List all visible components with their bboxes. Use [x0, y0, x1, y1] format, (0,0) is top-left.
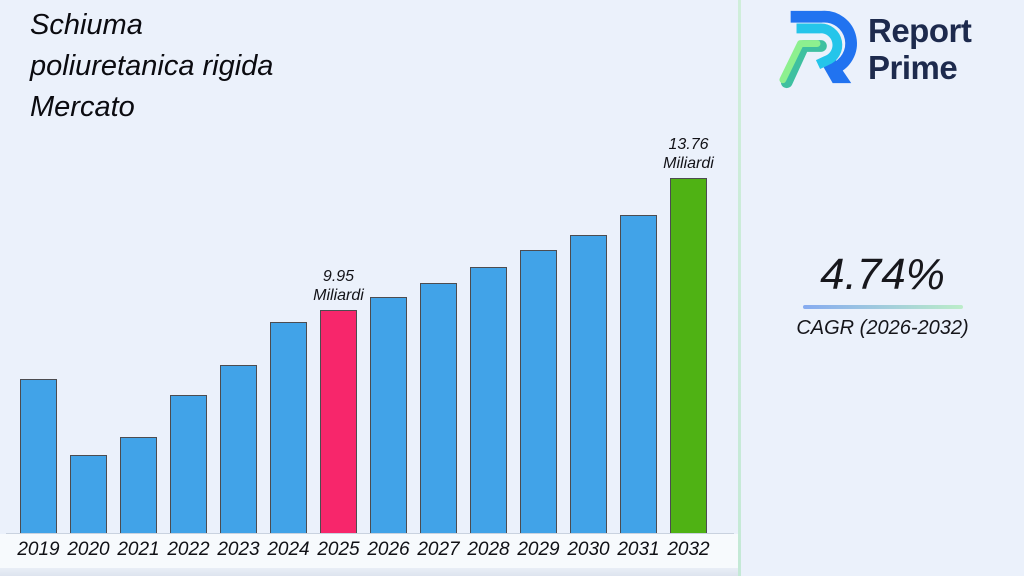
x-tick-2028: 2028 [467, 539, 510, 560]
x-tick-2027: 2027 [417, 539, 460, 560]
bar-2025 [320, 310, 357, 533]
title-line-1: Schiuma [30, 9, 143, 41]
title-line-3: Mercato [30, 91, 135, 123]
bar-2024 [270, 322, 307, 533]
vertical-divider [738, 0, 741, 576]
x-tick-2022: 2022 [167, 539, 210, 560]
brand-name-bottom: Prime [868, 49, 958, 86]
logo-blue-arc [790, 10, 857, 75]
brand-block: Report Prime [776, 4, 1024, 96]
bar-annotation-2032-line-1: 13.76 [668, 136, 709, 153]
x-tick-2021: 2021 [117, 539, 160, 560]
bar-2020 [70, 455, 107, 533]
bar-2029 [520, 250, 557, 533]
x-axis-strip [0, 534, 738, 568]
page-title: Schiuma poliuretanica rigida Mercato [30, 5, 273, 128]
bar-annotation-2032: 13.76 Miliardi [663, 135, 714, 173]
logo-cyan-arc [796, 23, 843, 70]
bar-2023 [220, 365, 257, 533]
bottom-shadow [0, 568, 738, 576]
title-line-2: poliuretanica rigida [30, 50, 274, 82]
x-tick-2031: 2031 [617, 539, 660, 560]
bar-2028 [470, 267, 507, 533]
x-tick-2023: 2023 [217, 539, 260, 560]
brand-name: Report Prime [868, 12, 972, 86]
x-axis-labels: 2019 2020 2021 2022 2023 2024 2025 2026 2027 2028… [0, 539, 738, 565]
bar-annotation-2032-line-2: Miliardi [663, 155, 714, 172]
bar-chart: 9.95 Miliardi 13.76 Miliardi [0, 136, 738, 533]
x-tick-2025: 2025 [317, 539, 360, 560]
bar-2031 [620, 215, 657, 533]
x-tick-2029: 2029 [517, 539, 560, 560]
x-axis-line [6, 533, 734, 534]
bar-2022 [170, 395, 207, 533]
x-tick-2020: 2020 [67, 539, 110, 560]
bar-annotation-2025-line-1: 9.95 [322, 268, 355, 285]
cagr-label: CAGR (2026-2032) [796, 317, 969, 339]
bar-2021 [120, 437, 157, 533]
bar-2026 [370, 297, 407, 533]
cagr-underline [802, 305, 963, 309]
bar-2019 [20, 379, 57, 533]
bar-2030 [570, 235, 607, 533]
brand-name-top: Report [868, 12, 972, 49]
x-tick-2024: 2024 [267, 539, 310, 560]
bar-2032 [670, 178, 707, 533]
x-tick-2026: 2026 [367, 539, 410, 560]
x-tick-2030: 2030 [567, 539, 610, 560]
bar-annotation-2025-line-2: Miliardi [313, 287, 364, 304]
cagr-value: 4.74% [820, 250, 945, 299]
report-prime-logo-icon [779, 10, 857, 89]
x-tick-2019: 2019 [17, 539, 60, 560]
bar-2027 [420, 283, 457, 533]
x-tick-2032: 2032 [667, 539, 710, 560]
logo-green-leg-light [779, 40, 821, 84]
cagr-block: 4.74% CAGR (2026-2032) [741, 250, 1024, 340]
bar-annotation-2025: 9.95 Miliardi [313, 267, 364, 305]
